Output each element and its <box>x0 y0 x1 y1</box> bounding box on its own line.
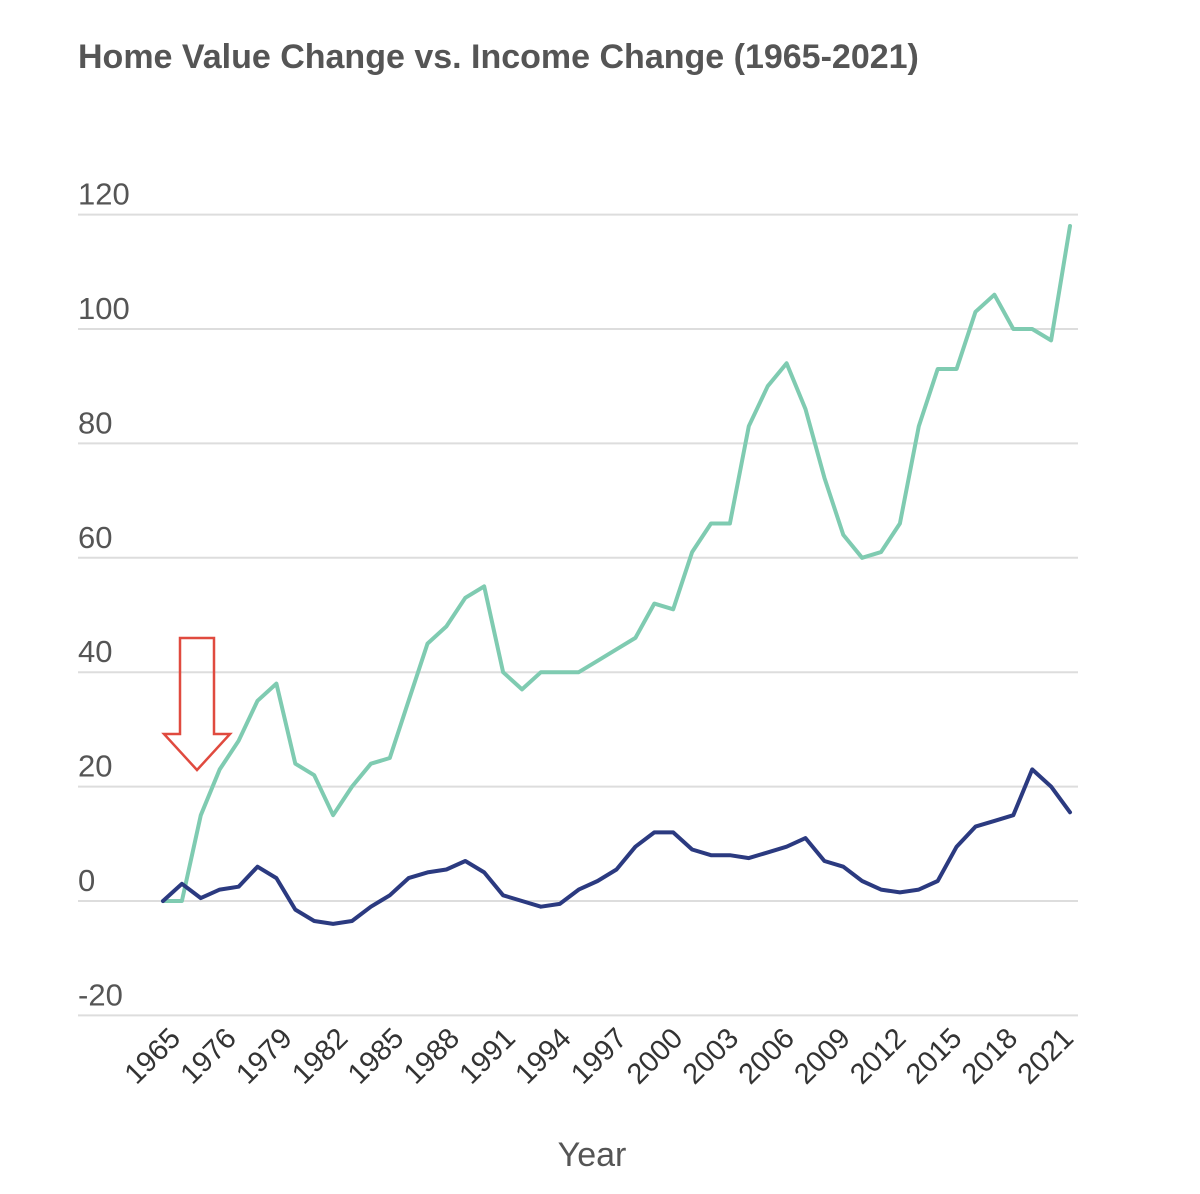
y-tick-label: 80 <box>78 405 112 440</box>
x-tick-label: 2003 <box>677 1022 745 1090</box>
series-lines <box>161 224 1072 926</box>
x-axis-ticks: 1965197619791982198519881991199419972000… <box>119 1022 1080 1090</box>
x-tick-label: 2018 <box>956 1022 1024 1090</box>
x-tick-label: 1991 <box>454 1022 522 1090</box>
y-tick-label: 0 <box>78 863 95 898</box>
y-tick-label: 120 <box>78 177 130 212</box>
down-arrow-annotation <box>161 636 233 772</box>
x-tick-label: 1988 <box>398 1022 466 1090</box>
series-line-1 <box>161 224 1072 903</box>
y-axis-ticks: 120 100 80 60 40 20 0 -20 <box>78 177 130 1013</box>
x-tick-label: 1994 <box>509 1022 577 1090</box>
chart-title: Home Value Change vs. Income Change (196… <box>78 38 919 76</box>
y-tick-label: 100 <box>78 291 130 326</box>
series-line-2 <box>161 767 1072 926</box>
x-tick-label: 1982 <box>286 1022 354 1090</box>
x-tick-label: 2009 <box>788 1022 856 1090</box>
x-tick-label: 2015 <box>900 1022 968 1090</box>
x-tick-label: 1997 <box>565 1022 633 1090</box>
x-tick-label: 1979 <box>230 1022 298 1090</box>
x-tick-label: 2021 <box>1012 1022 1080 1090</box>
x-axis-label: Year <box>558 1136 627 1174</box>
y-tick-label: 20 <box>78 749 112 784</box>
x-tick-label: 1985 <box>342 1022 410 1090</box>
x-tick-label: 1976 <box>175 1022 243 1090</box>
y-tick-label: -20 <box>78 977 123 1012</box>
x-tick-label: 2006 <box>733 1022 801 1090</box>
x-tick-label: 2000 <box>621 1022 689 1090</box>
x-tick-label: 2012 <box>844 1022 912 1090</box>
gridlines <box>78 213 1078 1017</box>
x-tick-label: 1965 <box>119 1022 187 1090</box>
y-tick-label: 60 <box>78 520 112 555</box>
y-tick-label: 40 <box>78 634 112 669</box>
